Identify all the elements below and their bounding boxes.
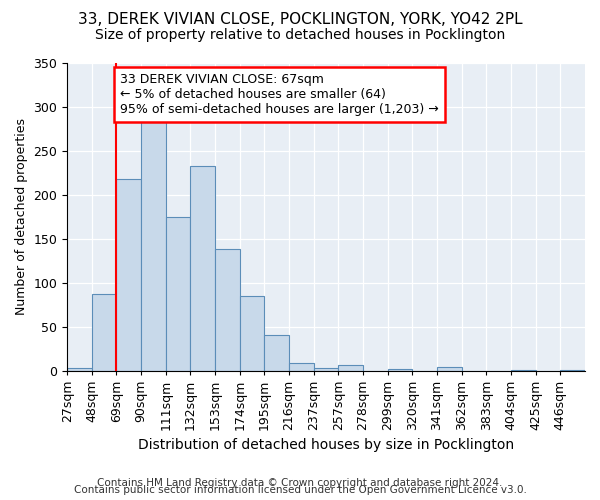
Text: 33, DEREK VIVIAN CLOSE, POCKLINGTON, YORK, YO42 2PL: 33, DEREK VIVIAN CLOSE, POCKLINGTON, YOR… [77, 12, 523, 28]
X-axis label: Distribution of detached houses by size in Pocklington: Distribution of detached houses by size … [138, 438, 514, 452]
Bar [215, 249, 240, 370]
Bar [388, 369, 412, 370]
Bar [314, 368, 338, 370]
Text: Contains HM Land Registry data © Crown copyright and database right 2024.: Contains HM Land Registry data © Crown c… [97, 478, 503, 488]
Text: 33 DEREK VIVIAN CLOSE: 67sqm
← 5% of detached houses are smaller (64)
95% of sem: 33 DEREK VIVIAN CLOSE: 67sqm ← 5% of det… [120, 73, 439, 116]
Bar [265, 336, 289, 370]
Text: Size of property relative to detached houses in Pocklington: Size of property relative to detached ho… [95, 28, 505, 42]
Bar [116, 178, 141, 370]
Bar [141, 122, 166, 370]
Bar [190, 166, 215, 370]
Bar [437, 367, 462, 370]
Bar [166, 216, 190, 370]
Bar [240, 296, 265, 370]
Y-axis label: Number of detached properties: Number of detached properties [15, 118, 28, 315]
Bar [92, 294, 116, 370]
Bar [338, 366, 363, 370]
Bar [289, 362, 314, 370]
Text: Contains public sector information licensed under the Open Government Licence v3: Contains public sector information licen… [74, 485, 526, 495]
Bar [67, 368, 92, 370]
